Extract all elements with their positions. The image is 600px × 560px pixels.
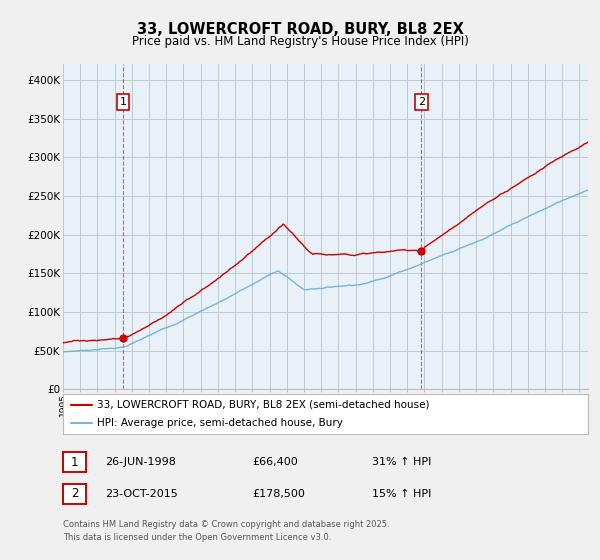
Text: 31% ↑ HPI: 31% ↑ HPI <box>372 457 431 467</box>
Text: HPI: Average price, semi-detached house, Bury: HPI: Average price, semi-detached house,… <box>97 418 343 428</box>
Text: 26-JUN-1998: 26-JUN-1998 <box>105 457 176 467</box>
Text: 23-OCT-2015: 23-OCT-2015 <box>105 489 178 499</box>
Text: £66,400: £66,400 <box>252 457 298 467</box>
Text: 1: 1 <box>119 97 127 107</box>
Text: 15% ↑ HPI: 15% ↑ HPI <box>372 489 431 499</box>
Text: 33, LOWERCROFT ROAD, BURY, BL8 2EX: 33, LOWERCROFT ROAD, BURY, BL8 2EX <box>137 22 463 38</box>
Text: Price paid vs. HM Land Registry's House Price Index (HPI): Price paid vs. HM Land Registry's House … <box>131 35 469 48</box>
Text: This data is licensed under the Open Government Licence v3.0.: This data is licensed under the Open Gov… <box>63 533 331 542</box>
Text: 1: 1 <box>71 455 78 469</box>
Text: 2: 2 <box>418 97 425 107</box>
Text: Contains HM Land Registry data © Crown copyright and database right 2025.: Contains HM Land Registry data © Crown c… <box>63 520 389 529</box>
Text: 2: 2 <box>71 487 78 501</box>
Text: 33, LOWERCROFT ROAD, BURY, BL8 2EX (semi-detached house): 33, LOWERCROFT ROAD, BURY, BL8 2EX (semi… <box>97 400 430 409</box>
Text: £178,500: £178,500 <box>252 489 305 499</box>
